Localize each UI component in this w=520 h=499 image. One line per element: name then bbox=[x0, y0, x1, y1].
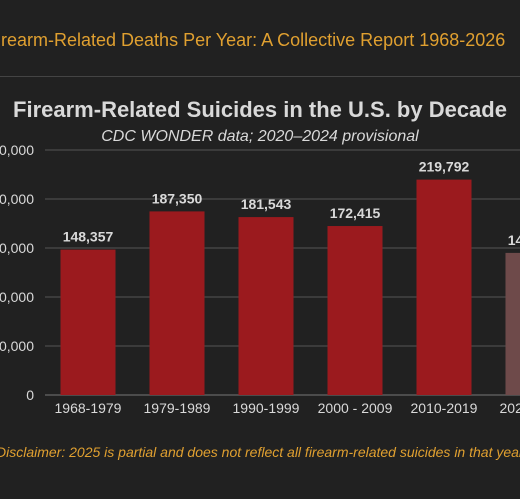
data-label: 219,792 bbox=[419, 159, 470, 175]
data-label: 145,000 bbox=[508, 232, 520, 248]
x-tick-label: 1968-1979 bbox=[55, 400, 122, 416]
y-tick-label: 250,000 bbox=[0, 142, 34, 158]
y-tick-label: 50,000 bbox=[0, 338, 34, 354]
y-tick-label: 0 bbox=[26, 387, 34, 403]
y-tick-label: 150,000 bbox=[0, 240, 34, 256]
data-label: 181,543 bbox=[241, 196, 292, 212]
x-tick-label: 1990-1999 bbox=[233, 400, 300, 416]
bar bbox=[60, 249, 116, 395]
data-label: 172,415 bbox=[330, 205, 381, 221]
x-tick-label: 2000 - 2009 bbox=[318, 400, 393, 416]
bar bbox=[416, 179, 472, 395]
data-label: 148,357 bbox=[63, 229, 114, 245]
y-tick-label: 200,000 bbox=[0, 191, 34, 207]
bar bbox=[505, 252, 520, 395]
report-title: Firearm-Related Deaths Per Year: A Colle… bbox=[0, 30, 506, 50]
chart-title: Firearm-Related Suicides in the U.S. by … bbox=[13, 97, 507, 122]
data-label: 187,350 bbox=[152, 190, 203, 206]
y-tick-label: 100,000 bbox=[0, 289, 34, 305]
report-header: Firearm-Related Deaths Per Year: A Colle… bbox=[0, 0, 520, 77]
disclaimer-note: Disclaimer: 2025 is partial and does not… bbox=[0, 444, 520, 460]
bar bbox=[149, 211, 205, 395]
x-tick-label: 1979-1989 bbox=[144, 400, 211, 416]
chart-subtitle: CDC WONDER data; 2020–2024 provisional bbox=[101, 128, 419, 145]
bar bbox=[327, 226, 383, 395]
x-tick-label: 2010-2019 bbox=[411, 400, 478, 416]
x-tick-label: 2020-2025 bbox=[500, 400, 520, 416]
bar-chart: 0 50,000 100,000 150,000 200,000 250,000 148,3… bbox=[0, 142, 520, 416]
bar bbox=[238, 217, 294, 395]
